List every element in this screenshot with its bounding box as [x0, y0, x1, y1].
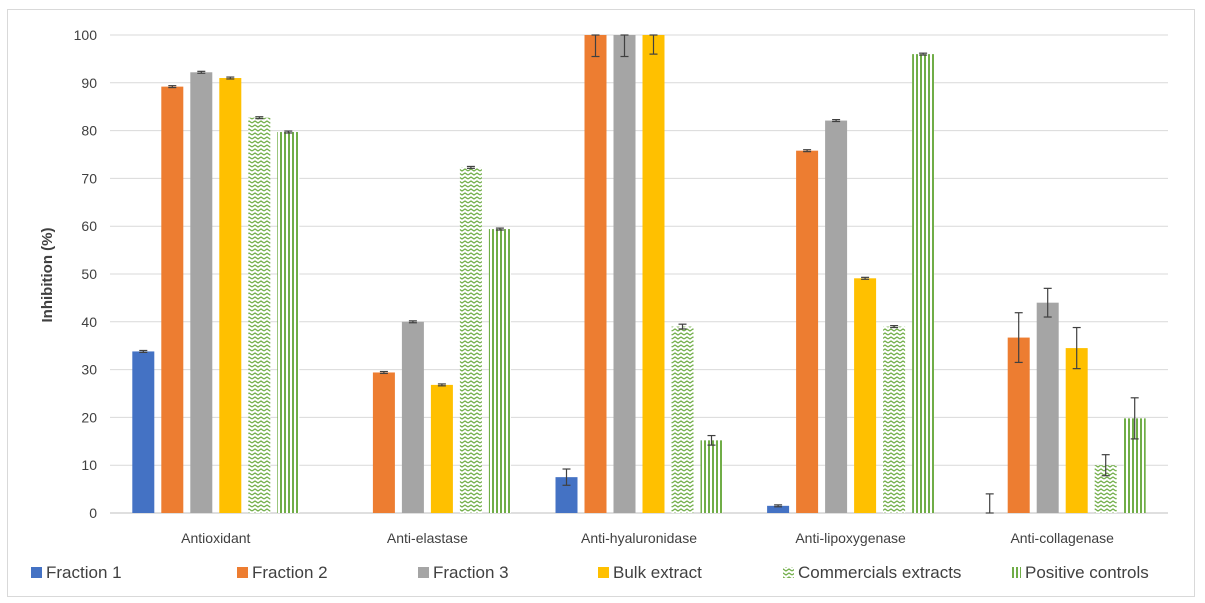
- legend-swatch: [31, 567, 42, 578]
- legend-label: Fraction 2: [252, 563, 328, 582]
- error-bar: [168, 85, 177, 89]
- bar-positive-controls: [488, 229, 511, 513]
- bar-fraction-1: [767, 505, 790, 513]
- error-bar: [139, 349, 148, 353]
- legend-swatch: [783, 567, 794, 578]
- error-bar: [890, 325, 899, 329]
- legend-swatch: [418, 567, 429, 578]
- y-axis-title: Inhibition (%): [39, 228, 56, 323]
- error-bar: [649, 34, 658, 55]
- error-bar: [620, 34, 629, 58]
- y-tick-label: 30: [81, 362, 97, 378]
- y-tick-label: 50: [81, 266, 97, 282]
- bar-fraction-2: [1007, 337, 1030, 513]
- y-tick-label: 0: [89, 505, 97, 521]
- legend-swatch: [1010, 567, 1021, 578]
- error-bar: [1014, 312, 1023, 364]
- y-tick-label: 70: [81, 170, 97, 186]
- x-axis-labels: Antioxidant Anti-elastase Anti-hyaluronida…: [181, 530, 1114, 546]
- error-bar: [1130, 397, 1139, 440]
- legend: Fraction 1 Fraction 2 Fraction 3 Bulk extra…: [31, 563, 1149, 582]
- error-bar: [255, 116, 264, 120]
- error-bar: [985, 493, 994, 514]
- y-tick-label: 90: [81, 75, 97, 91]
- x-category-label: Anti-elastase: [387, 530, 468, 546]
- error-bar: [1072, 326, 1081, 370]
- y-axis-ticks: 0 10 20 30 40 50 60 70 80 90 100: [74, 27, 98, 521]
- bar-commercials-extracts: [671, 326, 694, 513]
- error-bar: [832, 119, 841, 123]
- bar-fraction-2: [796, 150, 819, 513]
- legend-label: Commercials extracts: [798, 563, 961, 582]
- bar-positive-controls: [1123, 418, 1146, 513]
- error-bar: [803, 149, 812, 153]
- error-bar: [591, 34, 600, 58]
- legend-label: Bulk extract: [613, 563, 702, 582]
- bar-fraction-3: [190, 72, 213, 513]
- error-bar: [861, 276, 870, 280]
- error-bar: [774, 504, 783, 508]
- error-bar: [919, 52, 928, 56]
- bar-fraction-3: [1036, 302, 1059, 513]
- bar-commercials-extracts: [1094, 465, 1117, 513]
- error-bar: [678, 323, 687, 330]
- chart-frame: [7, 9, 1195, 597]
- error-bar: [284, 130, 293, 134]
- x-category-label: Anti-hyaluronidase: [581, 530, 697, 546]
- error-bar: [408, 320, 417, 324]
- error-bar: [707, 434, 716, 446]
- bar-bulk-extract: [430, 384, 453, 513]
- bar-positive-controls: [912, 54, 935, 514]
- error-bar: [197, 70, 206, 74]
- y-tick-label: 100: [74, 27, 98, 43]
- error-bar: [226, 76, 235, 80]
- bar-bulk-extract: [642, 35, 665, 513]
- bar-bulk-extract: [854, 278, 877, 513]
- error-bar: [562, 468, 571, 486]
- error-bar: [437, 383, 446, 387]
- legend-label: Fraction 1: [46, 563, 122, 582]
- legend-label: Fraction 3: [433, 563, 509, 582]
- bar-positive-controls: [277, 132, 300, 513]
- legend-swatch: [237, 567, 248, 578]
- bar-fraction-2: [584, 35, 607, 513]
- x-category-label: Anti-collagenase: [1010, 530, 1114, 546]
- bar-commercials-extracts: [883, 326, 906, 513]
- bar-bulk-extract: [219, 78, 242, 514]
- y-tick-label: 60: [81, 218, 97, 234]
- x-category-label: Anti-lipoxygenase: [795, 530, 906, 546]
- bar-positive-controls: [700, 440, 723, 513]
- bar-fraction-3: [613, 35, 636, 513]
- legend-swatch: [598, 567, 609, 578]
- error-bar: [1043, 287, 1052, 318]
- bar-fraction-2: [161, 86, 184, 514]
- error-bar: [495, 227, 504, 231]
- bar-bulk-extract: [1065, 348, 1088, 513]
- bar-fraction-3: [825, 120, 848, 513]
- error-bar: [466, 165, 475, 169]
- y-tick-label: 20: [81, 409, 97, 425]
- bar-fraction-2: [372, 372, 395, 513]
- error-bar: [1101, 454, 1110, 477]
- bar-fraction-1: [132, 351, 155, 513]
- bars: [132, 34, 1146, 514]
- bar-commercials-extracts: [248, 117, 271, 513]
- bar-fraction-3: [401, 321, 424, 513]
- bar-commercials-extracts: [459, 167, 482, 513]
- y-tick-label: 10: [81, 457, 97, 473]
- y-tick-label: 80: [81, 123, 97, 139]
- y-tick-label: 40: [81, 314, 97, 330]
- legend-label: Positive controls: [1025, 563, 1149, 582]
- bar-fraction-1: [555, 477, 578, 513]
- x-category-label: Antioxidant: [181, 530, 250, 546]
- error-bar: [379, 370, 388, 375]
